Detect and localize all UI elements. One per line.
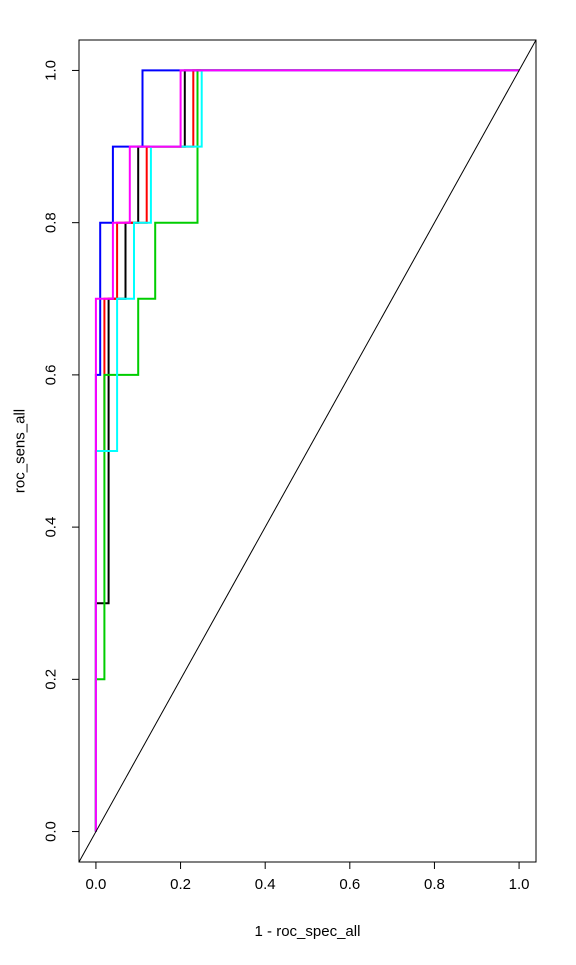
roc-series-line-4 xyxy=(94,69,520,832)
y-tick-label: 1.0 xyxy=(43,60,60,81)
x-tick-label: 0.6 xyxy=(339,876,360,893)
y-tick-label: 0.0 xyxy=(43,821,60,842)
y-tick-label: 0.6 xyxy=(43,364,60,385)
x-tick-label: 0.2 xyxy=(170,876,191,893)
y-axis-title: roc_sens_all xyxy=(12,409,29,493)
series-layer xyxy=(94,69,520,832)
x-axis: 0.0 0.2 0.4 0.6 0.8 1.0 xyxy=(85,861,530,893)
x-tick-label: 0.8 xyxy=(424,876,445,893)
reference-diagonal-line xyxy=(78,39,537,863)
y-tick-label: 0.8 xyxy=(43,212,60,233)
y-tick-label: 0.2 xyxy=(43,669,60,690)
roc-series-line-5 xyxy=(94,69,520,832)
reference-layer xyxy=(78,39,537,863)
x-tick-label: 0.4 xyxy=(255,876,276,893)
roc-series-line-6 xyxy=(94,69,520,832)
y-axis: 0.0 0.2 0.4 0.6 0.8 1.0 xyxy=(43,60,80,842)
roc-series-line-3 xyxy=(94,69,520,832)
x-tick-label: 0.0 xyxy=(85,876,106,893)
x-tick-label: 1.0 xyxy=(509,876,530,893)
y-tick-label: 0.4 xyxy=(43,517,60,538)
x-axis-title: 1 - roc_spec_all xyxy=(255,923,361,940)
